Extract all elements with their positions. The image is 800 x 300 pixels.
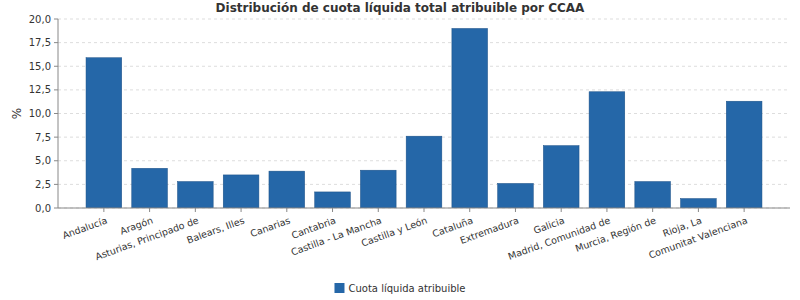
x-tick (469, 208, 470, 212)
x-tick-label: Canarias (249, 215, 292, 240)
y-tick-label: 17,5 (29, 37, 51, 48)
grid-line (58, 66, 790, 67)
bar (452, 28, 488, 208)
y-tick-label: 2,5 (35, 179, 51, 190)
bars (86, 28, 762, 208)
grid-line (58, 42, 790, 43)
y-tick (54, 42, 58, 43)
bar (498, 183, 534, 208)
bar (360, 170, 396, 208)
legend-label: Cuota líquida atribuible (348, 283, 465, 294)
x-tick-label: Balears, Illes (185, 215, 246, 246)
x-tick (515, 208, 516, 212)
y-axis-line (58, 19, 59, 208)
y-tick (54, 19, 58, 20)
y-tick (54, 113, 58, 114)
x-tick (149, 208, 150, 212)
chart-svg: Distribución de cuota líquida total atri… (0, 0, 800, 300)
bar (223, 175, 259, 208)
legend: Cuota líquida atribuible (334, 283, 465, 294)
x-tick (424, 208, 425, 212)
x-tick (286, 208, 287, 212)
x-tick (698, 208, 699, 212)
y-tick (54, 66, 58, 67)
bar (635, 182, 671, 208)
bar (132, 168, 168, 208)
x-tick-label: Extremadura (458, 215, 520, 246)
chart-container: Distribución de cuota líquida total atri… (0, 0, 800, 300)
x-tick (561, 208, 562, 212)
y-tick-label: 15,0 (29, 61, 51, 72)
y-tick (54, 137, 58, 138)
grid-line (58, 89, 790, 90)
bar (86, 58, 122, 208)
x-tick (606, 208, 607, 212)
bar (315, 192, 351, 208)
y-tick (54, 89, 58, 90)
legend-swatch (334, 283, 344, 293)
x-tick (652, 208, 653, 212)
bar (269, 171, 305, 208)
bar (177, 182, 213, 208)
y-tick-label: 7,5 (35, 132, 51, 143)
x-tick (332, 208, 333, 212)
y-axis-label: % (10, 108, 24, 119)
x-tick (378, 208, 379, 212)
y-tick-label: 0,0 (35, 203, 51, 214)
y-tick-label: 12,5 (29, 84, 51, 95)
x-tick (744, 208, 745, 212)
y-tick (54, 208, 58, 209)
y-tick-label: 5,0 (35, 155, 51, 166)
x-tick (103, 208, 104, 212)
bar (589, 92, 625, 208)
x-tick-label: Castilla y León (360, 215, 429, 249)
y-tick (54, 160, 58, 161)
grid-line (58, 113, 790, 114)
bar (543, 146, 579, 208)
x-tick (241, 208, 242, 212)
x-tick-label: Andalucía (61, 215, 109, 241)
x-tick-label: Murcia, Región de (574, 214, 658, 253)
grid-line (58, 19, 790, 20)
bar (726, 101, 762, 208)
x-tick-label: Asturias, Principado de (94, 214, 200, 262)
y-tick (54, 184, 58, 185)
title: Distribución de cuota líquida total atri… (216, 1, 586, 15)
y-tick-label: 10,0 (29, 108, 51, 119)
bar (681, 199, 717, 208)
y-tick-label: 20,0 (29, 14, 51, 25)
x-tick-label: Comunitat Valenciana (647, 215, 749, 261)
x-tick (195, 208, 196, 212)
bar (406, 136, 442, 208)
